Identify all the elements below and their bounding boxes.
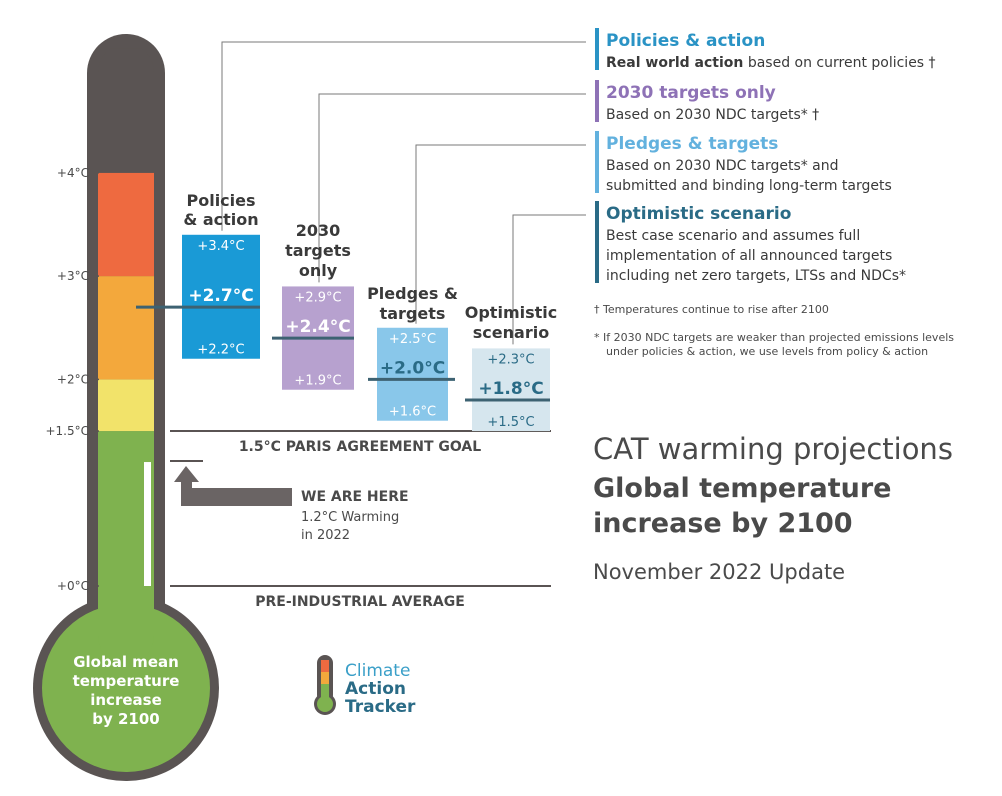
legend-description: submitted and binding long-term targets <box>606 178 892 194</box>
thermometer-band <box>98 379 154 432</box>
legend-color-bar <box>595 201 599 283</box>
chart-subtitle-line1: Global temperature <box>593 473 891 504</box>
scenario-range-bar <box>472 348 550 432</box>
scenario-label: targets <box>285 241 351 260</box>
thermometer-band <box>98 48 154 173</box>
legend-description: Based on 2030 NDC targets* and <box>606 158 839 174</box>
legend-title: 2030 targets only <box>606 83 776 103</box>
y-tick-label: +1.5°C <box>45 424 89 438</box>
thermometer-band <box>98 172 154 277</box>
legend-description: Best case scenario and assumes full <box>606 228 860 244</box>
scenario-high-label: +3.4°C <box>197 239 244 254</box>
update-date: November 2022 Update <box>593 560 845 584</box>
y-tick-label: +4°C <box>57 166 89 180</box>
scenario-leader-line <box>415 144 586 324</box>
logo-band-orange <box>321 672 329 684</box>
we-are-here-title: WE ARE HERE <box>301 489 409 505</box>
legend-entry-0: Policies & action Real world action based… <box>595 28 936 71</box>
reference-line-label: PRE-INDUSTRIAL AVERAGE <box>255 594 465 610</box>
legend-description: Based on 2030 NDC targets* † <box>606 107 819 123</box>
scenario-low-label: +1.5°C <box>487 415 534 430</box>
legend-title: Optimistic scenario <box>606 204 791 224</box>
scenario-median-label: +2.4°C <box>285 317 350 337</box>
thermometer-label: by 2100 <box>92 710 160 728</box>
scenario-high-label: +2.3°C <box>487 352 534 367</box>
legend-description: Real world action based on current polic… <box>606 55 936 71</box>
logo-thermometer-bulb <box>317 696 333 712</box>
scenario-range-bar <box>182 234 260 359</box>
legend-description-text: based on current policies † <box>743 55 935 71</box>
scenario-median-label: +1.8°C <box>478 379 543 399</box>
logo-band-red <box>321 660 329 672</box>
legend-color-bar <box>595 28 599 70</box>
scenario-label: 2030 <box>296 221 341 240</box>
scenario-label: scenario <box>473 323 549 342</box>
thermometer-label: temperature <box>73 672 180 690</box>
scenario-high-label: +2.5°C <box>389 332 436 347</box>
legend-color-bar <box>595 131 599 193</box>
scenario-low-label: +1.9°C <box>294 374 341 389</box>
logo-band-green <box>321 684 329 700</box>
legend-color-bar <box>595 80 599 122</box>
thermometer-band <box>98 276 154 380</box>
scenario-label: Optimistic <box>465 303 557 322</box>
logo-word: Tracker <box>345 697 416 717</box>
legend-entry-2: Pledges & targets Based on 2030 NDC targe… <box>595 131 892 194</box>
logo-word: Action <box>345 679 406 699</box>
scenario-label: Policies <box>186 191 255 210</box>
footnote: † Temperatures continue to rise after 21… <box>594 303 829 316</box>
legend-title: Pledges & targets <box>606 134 778 154</box>
we-are-here-arrow <box>174 466 292 506</box>
legend-description: including net zero targets, LTSs and NDC… <box>606 268 906 284</box>
thermometer-label: Global mean <box>73 653 179 671</box>
scenario-leader-line <box>318 93 586 283</box>
we-are-here-text: in 2022 <box>301 528 350 543</box>
chart-title: CAT warming projections <box>593 432 953 466</box>
scenario-label: & action <box>183 210 258 229</box>
legend-bold-prefix: Real world action <box>606 55 743 71</box>
legend-entry-1: 2030 targets only Based on 2030 NDC targe… <box>595 80 819 123</box>
scenario-median-label: +2.7°C <box>188 286 253 306</box>
logo-word: Climate <box>345 661 410 681</box>
legend-description: implementation of all announced targets <box>606 248 892 264</box>
y-tick-label: +2°C <box>57 372 89 386</box>
y-tick-label: +3°C <box>57 269 89 283</box>
scenario-2: Pledges &targets +2.5°C +2.0°C +1.6°C <box>367 144 586 421</box>
thermometer-bands <box>98 48 154 664</box>
scenario-label: targets <box>380 304 446 323</box>
scenario-0: Policies& action +3.4°C +2.7°C +2.2°C <box>136 41 586 359</box>
scenario-low-label: +1.6°C <box>389 405 436 420</box>
scenario-leader-line <box>512 214 586 345</box>
legend-title: Policies & action <box>606 31 765 51</box>
scenario-low-label: +2.2°C <box>197 343 244 358</box>
thermometer-bulb <box>42 604 210 772</box>
scenario-label: only <box>299 261 338 280</box>
footnote: * If 2030 NDC targets are weaker than pr… <box>594 331 954 344</box>
we-are-here-text: 1.2°C Warming <box>301 510 399 525</box>
scenario-label: Pledges & <box>367 284 458 303</box>
reference-line-label: 1.5°C PARIS AGREEMENT GOAL <box>239 439 481 455</box>
scenario-high-label: +2.9°C <box>294 290 341 305</box>
thermometer-label: increase <box>90 691 162 709</box>
scenario-range-bar <box>377 327 448 421</box>
current-level-indicator <box>144 462 151 586</box>
y-tick-label: +0°C <box>57 579 89 593</box>
scenario-median-label: +2.0°C <box>380 358 445 378</box>
legend-entry-3: Optimistic scenario Best case scenario an… <box>595 201 906 284</box>
footnote: under policies & action, we use levels f… <box>606 345 928 358</box>
chart-subtitle-line2: increase by 2100 <box>593 508 853 539</box>
scenario-leader-line <box>221 41 586 231</box>
